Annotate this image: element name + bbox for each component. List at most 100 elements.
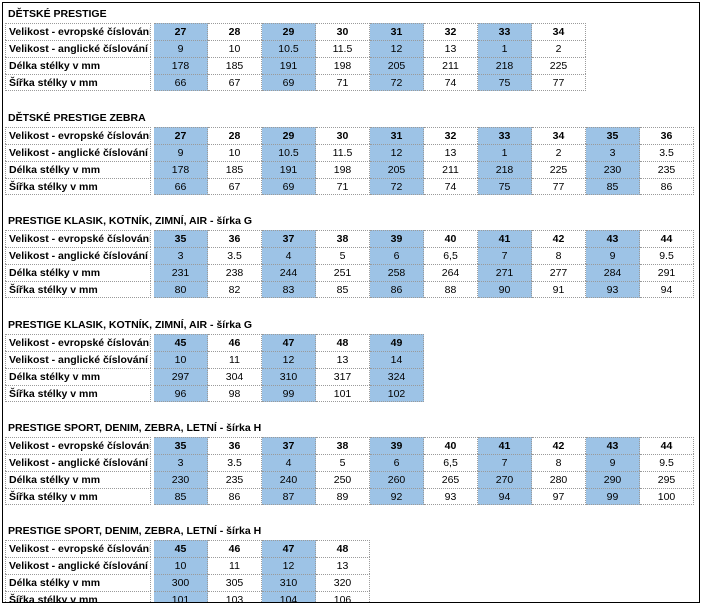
- table-cell: 34: [532, 127, 586, 144]
- row-label: Velikost - anglické číslování: [5, 557, 151, 574]
- table-cell: 310: [262, 574, 316, 591]
- table-cell: 30: [316, 23, 370, 40]
- table-cell: 265: [424, 471, 478, 488]
- table-cell: 101: [154, 591, 208, 602]
- table-row: Šířka stélky v mm 96 98 99 101 102: [5, 385, 426, 402]
- table-cell: 290: [586, 471, 640, 488]
- table-cell: 39: [370, 230, 424, 247]
- table-cell: 36: [640, 127, 694, 144]
- table-row: Délka stélky v mm 231 238 244 251 258 264 271 27…: [5, 264, 696, 281]
- table-cell: 11: [208, 557, 262, 574]
- table-cell: 6: [370, 454, 424, 471]
- table-cell: 198: [316, 161, 370, 178]
- table-cell: 66: [154, 178, 208, 195]
- table-cell: 310: [262, 368, 316, 385]
- table-cell: 47: [262, 540, 316, 557]
- table-cell: 99: [586, 488, 640, 505]
- table-cell: 87: [262, 488, 316, 505]
- table-cell: 27: [154, 23, 208, 40]
- table-cell: 3: [586, 144, 640, 161]
- table-cell: 94: [640, 281, 694, 298]
- table-cell: 6,5: [424, 247, 478, 264]
- table-cell: 103: [208, 591, 262, 602]
- table-cell: 46: [208, 540, 262, 557]
- table-cell: 284: [586, 264, 640, 281]
- table-cell: 250: [316, 471, 370, 488]
- table-cell: 74: [424, 74, 478, 91]
- table-cell: 5: [316, 454, 370, 471]
- row-label: Délka stélky v mm: [5, 264, 151, 281]
- table-cell: 3.5: [208, 454, 262, 471]
- table-cell: 67: [208, 74, 262, 91]
- table-cell: 178: [154, 161, 208, 178]
- row-label: Velikost - evropské číslování: [5, 127, 151, 144]
- table-cell: 89: [316, 488, 370, 505]
- table-cell: 39: [370, 437, 424, 454]
- table-row: Šířka stélky v mm 66 67 69 71 72 74 75 77: [5, 74, 588, 91]
- table-cell: 98: [208, 385, 262, 402]
- table-cell: 240: [262, 471, 316, 488]
- row-label: Šířka stélky v mm: [5, 281, 151, 298]
- table-cell: 7: [478, 247, 532, 264]
- section-title: PRESTIGE SPORT, DENIM, ZEBRA, LETNÍ - ší…: [8, 422, 262, 434]
- table-cell: 9: [586, 454, 640, 471]
- table-cell: 4: [262, 247, 316, 264]
- row-label: Velikost - anglické číslování: [5, 247, 151, 264]
- table-row: Velikost - evropské číslování 45 46 47 48: [5, 540, 372, 557]
- table-cell: 2: [532, 144, 586, 161]
- table-cell: 270: [478, 471, 532, 488]
- section-title: PRESTIGE SPORT, DENIM, ZEBRA, LETNÍ - ší…: [8, 525, 262, 537]
- row-label: Velikost - evropské číslování: [5, 437, 151, 454]
- table-cell: 80: [154, 281, 208, 298]
- table-cell: 271: [478, 264, 532, 281]
- table-cell: 185: [208, 161, 262, 178]
- table-cell: 88: [424, 281, 478, 298]
- table-cell: 72: [370, 74, 424, 91]
- table-cell: 67: [208, 178, 262, 195]
- table-cell: 30: [316, 127, 370, 144]
- table-cell: 97: [532, 488, 586, 505]
- table-row: Velikost - anglické číslování 3 3.5 4 5 6 6,5 7…: [5, 454, 696, 471]
- table-cell: 47: [262, 334, 316, 351]
- table-cell: 37: [262, 437, 316, 454]
- table-cell: 280: [532, 471, 586, 488]
- table-cell: 85: [586, 178, 640, 195]
- section-title: PRESTIGE KLASIK, KOTNÍK, ZIMNÍ, AIR - ší…: [8, 319, 253, 331]
- table-cell: 91: [532, 281, 586, 298]
- table-cell: 191: [262, 161, 316, 178]
- table-cell: 45: [154, 540, 208, 557]
- table-row: Šířka stélky v mm 66 67 69 71 72 74 75 77 85 86: [5, 178, 696, 195]
- table-cell: 10: [208, 144, 262, 161]
- table-cell: 264: [424, 264, 478, 281]
- table-cell: 9: [586, 247, 640, 264]
- table-cell: 11.5: [316, 40, 370, 57]
- section-title: DĚTSKÉ PRESTIGE: [8, 8, 107, 20]
- table-cell: 35: [154, 230, 208, 247]
- table-cell: 31: [370, 127, 424, 144]
- table-cell: 13: [316, 351, 370, 368]
- table-row: Šířka stélky v mm 85 86 87 89 92 93 94 97 99 100: [5, 488, 696, 505]
- table-cell: 5: [316, 247, 370, 264]
- table-cell: 102: [370, 385, 424, 402]
- row-label: Délka stélky v mm: [5, 574, 151, 591]
- table-cell: 86: [208, 488, 262, 505]
- table-cell: 72: [370, 178, 424, 195]
- table-cell: 42: [532, 230, 586, 247]
- table-cell: 235: [208, 471, 262, 488]
- table-cell: 230: [154, 471, 208, 488]
- row-label: Velikost - evropské číslování: [5, 334, 151, 351]
- table-cell: 11.5: [316, 144, 370, 161]
- table-cell: 71: [316, 178, 370, 195]
- table-cell: 9: [154, 40, 208, 57]
- table-cell: 71: [316, 74, 370, 91]
- row-label: Velikost - anglické číslování: [5, 40, 151, 57]
- table-cell: 277: [532, 264, 586, 281]
- table-cell: 205: [370, 161, 424, 178]
- table-cell: 218: [478, 57, 532, 74]
- table-cell: 225: [532, 57, 586, 74]
- table-cell: 69: [262, 74, 316, 91]
- table-cell: 96: [154, 385, 208, 402]
- table-cell: 13: [424, 40, 478, 57]
- table-cell: 4: [262, 454, 316, 471]
- row-label: Délka stélky v mm: [5, 368, 151, 385]
